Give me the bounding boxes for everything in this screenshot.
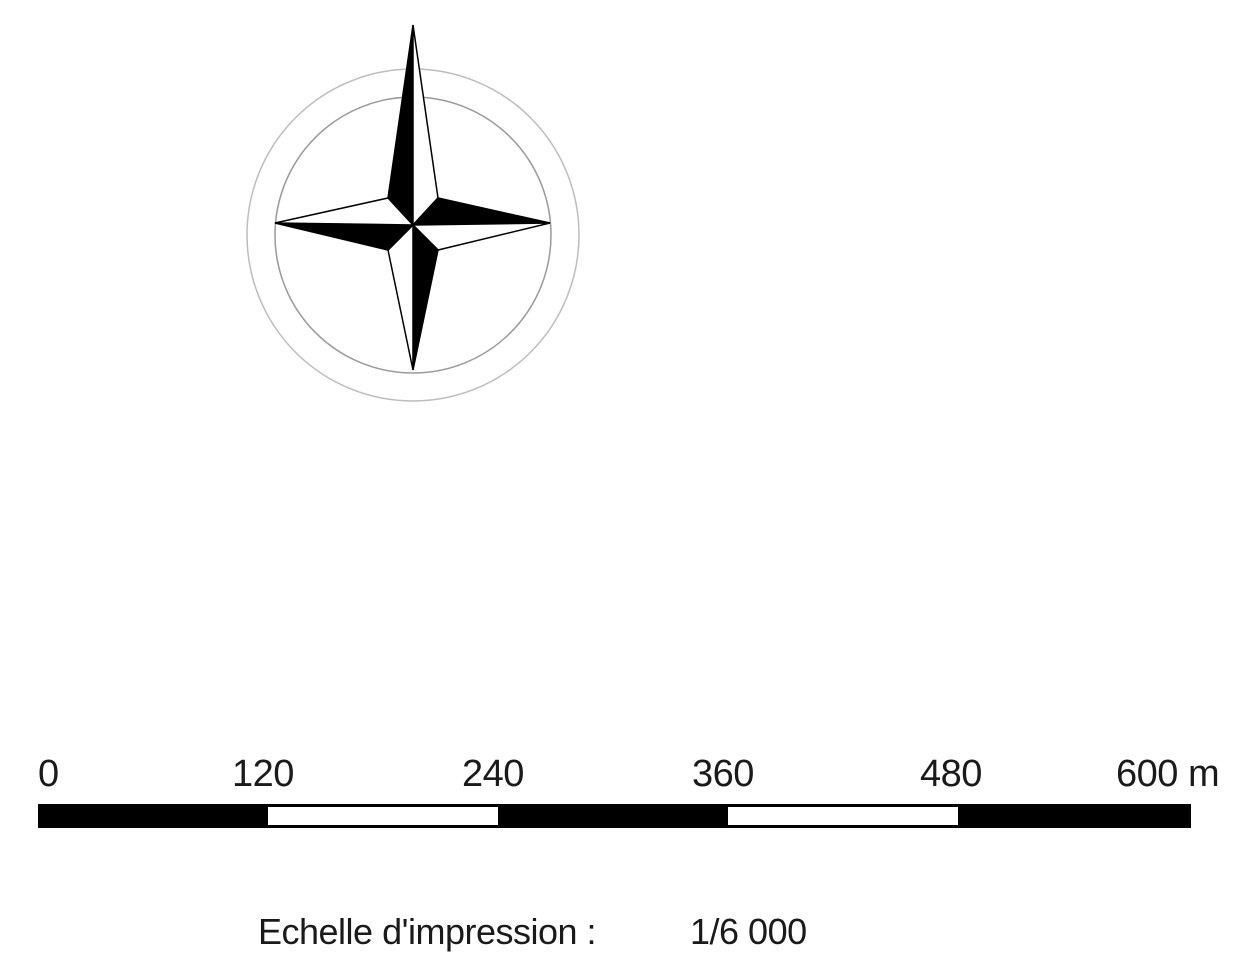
scale-bar-segment-4 [728, 804, 958, 828]
scale-bar-segment-2 [268, 804, 498, 828]
scale-label-240: 240 [462, 753, 524, 795]
scale-label-600-m: 600 m [1116, 753, 1220, 795]
compass-east-point-dark [411, 197, 551, 226]
scale-bar-segment-1 [38, 804, 268, 828]
compass-north-point-dark [387, 24, 414, 227]
compass-rose-icon [246, 24, 580, 402]
print-scale-value: 1/6 000 [690, 911, 807, 952]
print-scale-label: Echelle d'impression : [258, 911, 597, 952]
compass-north-point-light [412, 24, 439, 227]
scale-bar [38, 804, 1191, 828]
scale-label-0: 0 [38, 753, 59, 795]
scale-label-120: 120 [232, 753, 294, 795]
scale-bar-segment-5 [958, 804, 1191, 828]
compass-west-point-dark [274, 222, 415, 251]
compass-south-point-dark [412, 223, 439, 371]
compass-west-point-light [274, 197, 415, 226]
scale-bar-segment-3 [498, 804, 728, 828]
scale-label-360: 360 [692, 753, 754, 795]
scale-label-480: 480 [920, 753, 982, 795]
